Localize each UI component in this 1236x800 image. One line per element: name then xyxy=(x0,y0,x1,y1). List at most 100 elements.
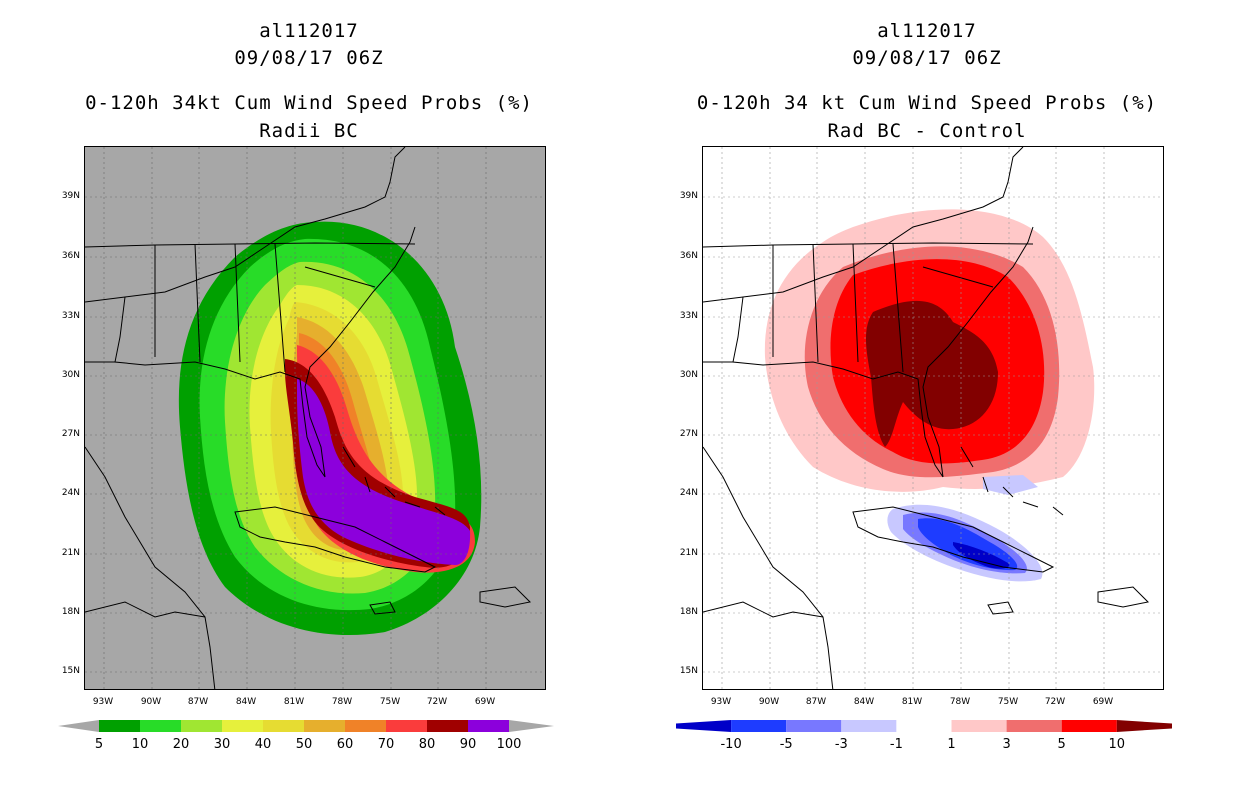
coastlines xyxy=(703,147,1150,689)
right-colorbar-label: -5 xyxy=(779,737,793,752)
lat-label-30n: 30N xyxy=(61,370,80,380)
right-colorbar-label: 10 xyxy=(1108,737,1126,752)
left-colorbar-label: 100 xyxy=(496,737,522,752)
right-colorbar-cell xyxy=(1006,720,1062,732)
right-colorbar-label: 5 xyxy=(1057,737,1066,752)
lat-label-18n: 18N xyxy=(679,607,698,617)
lat-label-21n: 21N xyxy=(679,548,698,558)
left-map xyxy=(84,146,546,690)
right-colorbar-label: -3 xyxy=(834,737,848,752)
lon-label-69w: 69W xyxy=(1092,697,1114,707)
left-colorbar-label: 40 xyxy=(254,737,272,752)
right-subtitle: Rad BC - Control xyxy=(827,120,1027,142)
left-colorbar-cell xyxy=(99,720,140,732)
left-colorbar-label: 70 xyxy=(377,737,395,752)
lat-label-15n: 15N xyxy=(61,666,80,676)
lon-label-78w: 78W xyxy=(949,697,971,707)
lon-label-93w: 93W xyxy=(710,697,732,707)
lat-label-24n: 24N xyxy=(61,488,80,498)
lon-label-90w: 90W xyxy=(140,697,162,707)
left-subtitle: Radii BC xyxy=(259,120,359,142)
lat-label-18n: 18N xyxy=(61,607,80,617)
lat-label-30n: 30N xyxy=(679,370,698,380)
lon-label-75w: 75W xyxy=(997,697,1019,707)
lon-label-90w: 90W xyxy=(758,697,780,707)
left-colorbar-label: 50 xyxy=(295,737,313,752)
left-map-svg xyxy=(85,147,545,689)
diff-band-neg-1b xyxy=(983,475,1038,495)
right-title: 0-120h 34 kt Cum Wind Speed Probs (%) xyxy=(696,92,1158,114)
lat-label-36n: 36N xyxy=(679,251,698,261)
left-colorbar-cell xyxy=(181,720,222,732)
grid-lines xyxy=(85,147,545,689)
lon-label-87w: 87W xyxy=(805,697,827,707)
lat-label-27n: 27N xyxy=(679,429,698,439)
left-colorbar-cell xyxy=(304,720,345,732)
lat-label-33n: 33N xyxy=(679,311,698,321)
left-colorbar-label: 5 xyxy=(94,737,104,752)
left-storm-id: al112017 xyxy=(259,20,359,42)
lon-label-84w: 84W xyxy=(853,697,875,707)
left-colorbar-label: 60 xyxy=(336,737,354,752)
left-datetime: 09/08/17 06Z xyxy=(234,47,384,69)
left-colorbar-label: 20 xyxy=(172,737,190,752)
diff-band-pos-10 xyxy=(866,300,998,447)
lat-label-36n: 36N xyxy=(61,251,80,261)
lat-label-27n: 27N xyxy=(61,429,80,439)
lat-label-15n: 15N xyxy=(679,666,698,676)
lat-label-33n: 33N xyxy=(61,311,80,321)
left-colorbar-cell xyxy=(222,720,263,732)
right-colorbar-cell xyxy=(896,720,952,732)
right-colorbar-label: 3 xyxy=(1002,737,1011,752)
right-colorbar-label: -1 xyxy=(889,737,903,752)
prob-band-90 xyxy=(297,379,471,565)
right-map-svg xyxy=(703,147,1163,689)
right-colorbar-label: 1 xyxy=(947,737,956,752)
left-colorbar-cell xyxy=(468,720,509,732)
right-colorbar-cell xyxy=(731,720,787,732)
lon-label-72w: 72W xyxy=(426,697,448,707)
difference-contours xyxy=(764,209,1095,582)
left-colorbar-under-arrow xyxy=(58,720,99,732)
lon-label-87w: 87W xyxy=(187,697,209,707)
left-panel: al112017 09/08/17 06Z 0-120h 34kt Cum Wi… xyxy=(58,20,554,752)
right-panel: al112017 09/08/17 06Z 0-120h 34 kt Cum W… xyxy=(618,0,1236,800)
lon-label-81w: 81W xyxy=(901,697,923,707)
lon-label-72w: 72W xyxy=(1044,697,1066,707)
lon-label-93w: 93W xyxy=(92,697,114,707)
right-colorbar-cell xyxy=(951,720,1007,732)
left-colorbar-label: 90 xyxy=(459,737,477,752)
right-colorbar-cell xyxy=(841,720,897,732)
lat-label-24n: 24N xyxy=(679,488,698,498)
lat-label-39n: 39N xyxy=(61,191,80,201)
left-title: 0-120h 34kt Cum Wind Speed Probs (%) xyxy=(85,92,533,114)
right-map xyxy=(702,146,1164,690)
left-colorbar-label: 80 xyxy=(418,737,436,752)
lon-label-75w: 75W xyxy=(379,697,401,707)
right-colorbar-under-arrow xyxy=(676,720,732,732)
left-colorbar-over-arrow xyxy=(509,720,554,732)
lat-label-21n: 21N xyxy=(61,548,80,558)
coastlines xyxy=(85,147,532,689)
left-colorbar-cell xyxy=(386,720,427,732)
left-colorbar-cell xyxy=(140,720,181,732)
grid-lines xyxy=(703,147,1163,689)
right-colorbar xyxy=(676,720,1172,732)
lon-label-84w: 84W xyxy=(235,697,257,707)
lon-label-69w: 69W xyxy=(474,697,496,707)
lat-label-39n: 39N xyxy=(679,191,698,201)
right-colorbar-cell xyxy=(786,720,842,732)
lon-label-78w: 78W xyxy=(331,697,353,707)
left-colorbar-label: 30 xyxy=(213,737,231,752)
left-colorbar-cell xyxy=(263,720,304,732)
left-colorbar-label: 10 xyxy=(131,737,149,752)
right-datetime: 09/08/17 06Z xyxy=(852,47,1002,69)
left-colorbar-cell xyxy=(345,720,386,732)
diff-band-neg-10 xyxy=(953,542,1010,569)
right-colorbar-cell xyxy=(1061,720,1117,732)
right-storm-id: al112017 xyxy=(877,20,977,42)
left-colorbar xyxy=(58,720,554,732)
left-colorbar-cell xyxy=(427,720,468,732)
probability-contours xyxy=(178,221,482,635)
right-colorbar-label: -10 xyxy=(720,737,742,752)
